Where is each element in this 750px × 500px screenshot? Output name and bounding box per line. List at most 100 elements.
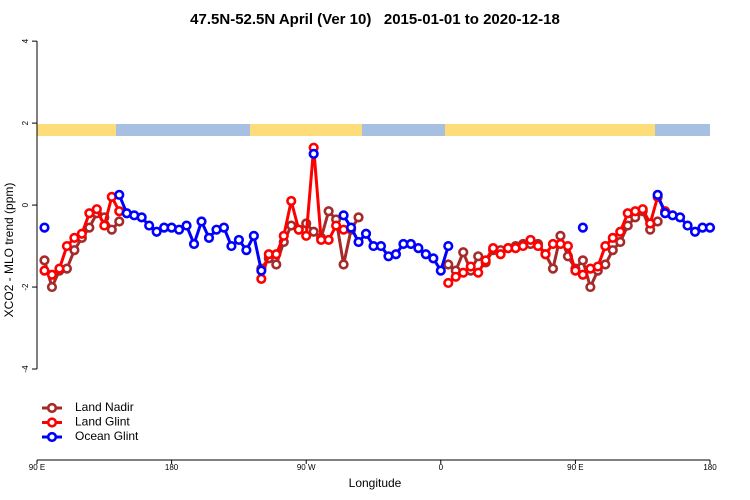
point: [278, 230, 289, 241]
point: [256, 265, 267, 276]
point: [450, 271, 461, 282]
point: [173, 224, 185, 235]
y-axis-label: XCO2 - MLO trend (ppm): [2, 183, 16, 318]
point: [375, 240, 387, 252]
point: [465, 261, 476, 272]
point: [405, 238, 416, 250]
point: [495, 249, 506, 260]
point: [91, 204, 102, 215]
point: [443, 277, 454, 289]
land-band: [37, 124, 116, 136]
point: [585, 281, 596, 293]
land-band: [445, 124, 655, 136]
point: [420, 249, 431, 260]
point: [615, 236, 626, 248]
point: [517, 240, 529, 252]
point: [637, 204, 648, 215]
point: [323, 206, 334, 217]
point: [435, 265, 446, 276]
point: [39, 255, 50, 266]
point: [84, 208, 95, 219]
point: [525, 234, 536, 246]
point: [338, 259, 349, 270]
point: [84, 222, 95, 233]
point: [323, 234, 334, 246]
legend-marker: [46, 402, 58, 414]
point: [46, 269, 58, 280]
y-tick-label: 0: [21, 202, 30, 207]
point: [555, 230, 566, 241]
point: [338, 210, 349, 221]
point: [645, 218, 656, 229]
point: [61, 240, 73, 252]
point: [570, 265, 581, 276]
point: [39, 222, 50, 233]
x-axis-label: Longitude: [349, 476, 402, 490]
point: [473, 251, 484, 262]
point: [196, 216, 207, 227]
point: [600, 240, 611, 252]
chart-title: 47.5N-52.5N April (Ver 10) 2015-01-01 to…: [190, 11, 560, 28]
point: [577, 269, 588, 280]
x-tick-label: 90 E: [567, 463, 583, 472]
point: [76, 228, 87, 239]
point: [488, 243, 499, 254]
point: [540, 249, 551, 260]
point: [54, 263, 65, 274]
point: [308, 226, 319, 237]
point: [271, 259, 282, 270]
y-tick-label: 2: [21, 120, 30, 125]
point: [682, 220, 693, 231]
point: [704, 222, 716, 233]
land-band: [250, 124, 362, 136]
point: [226, 240, 237, 252]
point: [353, 236, 364, 248]
x-tick-label: 90 W: [297, 463, 316, 472]
x-tick-label: 90 E: [29, 463, 45, 472]
point: [547, 263, 559, 274]
point: [301, 230, 312, 241]
point: [413, 243, 424, 254]
point: [203, 232, 215, 243]
y-tick-label: -2: [21, 283, 30, 291]
point: [39, 265, 50, 276]
point: [443, 259, 454, 270]
point: [114, 189, 125, 200]
point: [308, 148, 319, 159]
point: [286, 195, 297, 207]
y-tick-label: 4: [21, 38, 30, 43]
point: [607, 245, 618, 256]
point: [256, 273, 267, 284]
point: [144, 220, 155, 231]
point: [353, 212, 364, 223]
point: [360, 228, 372, 239]
point: [181, 220, 192, 231]
point: [577, 222, 588, 233]
y-tick-label: -4: [21, 365, 30, 373]
point: [331, 220, 342, 231]
point: [577, 255, 588, 266]
point: [689, 226, 701, 237]
point: [390, 249, 402, 260]
point: [99, 220, 110, 231]
point: [218, 222, 230, 233]
point: [69, 245, 80, 256]
point: [615, 226, 626, 237]
legend-label: Land Glint: [75, 415, 130, 429]
legend-label: Land Nadir: [75, 400, 134, 414]
point: [271, 249, 282, 260]
point: [46, 281, 58, 293]
x-tick-label: 180: [165, 463, 179, 472]
point: [241, 245, 252, 256]
point: [652, 189, 663, 200]
point: [592, 261, 603, 272]
legend-marker: [46, 417, 58, 428]
point: [458, 267, 469, 278]
point: [480, 255, 491, 266]
legend-marker: [46, 431, 58, 443]
point: [458, 247, 469, 258]
point: [473, 267, 484, 278]
point: [607, 232, 618, 243]
point: [106, 224, 117, 235]
